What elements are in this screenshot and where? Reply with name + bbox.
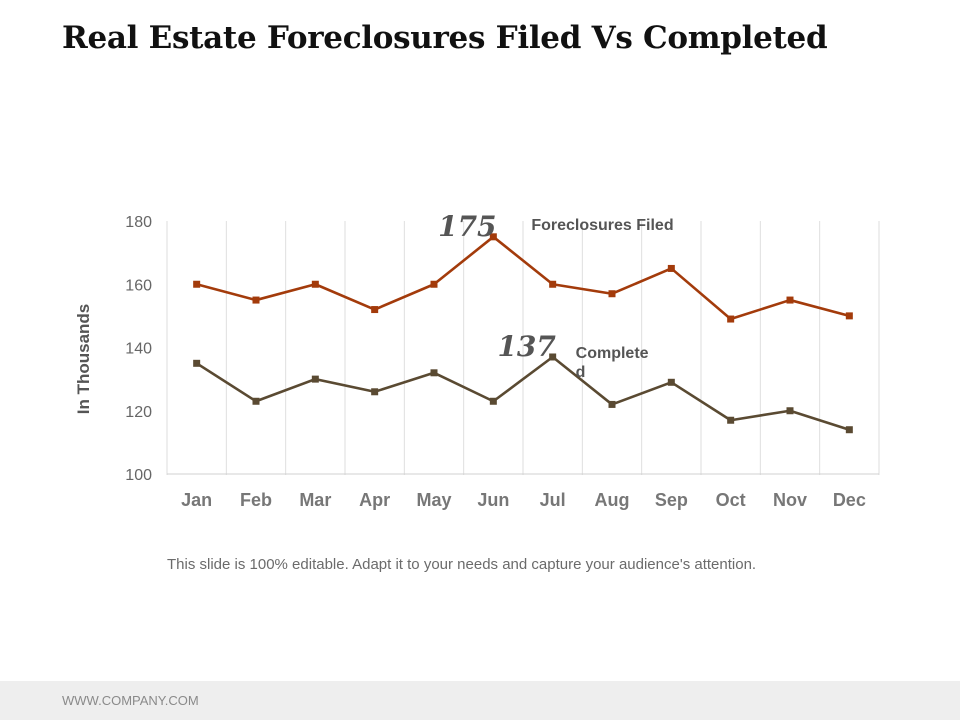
data-point [193, 280, 201, 288]
data-point [667, 378, 675, 386]
y-tick-label: 120 [125, 404, 152, 421]
x-tick-label: Mar [299, 490, 331, 510]
y-tick-label: 100 [125, 467, 152, 484]
data-point [193, 359, 201, 367]
data-point [489, 233, 497, 241]
footer-bar: WWW.COMPANY.COM [0, 681, 960, 720]
data-point [845, 312, 853, 320]
data-point [489, 397, 497, 405]
data-point [608, 290, 616, 298]
y-axis-label: In Thousands [74, 304, 93, 415]
data-point [252, 296, 260, 304]
x-tick-label: Sep [655, 490, 688, 510]
y-tick-label: 160 [125, 277, 152, 294]
data-point [786, 296, 794, 304]
x-tick-label: Nov [773, 490, 807, 510]
x-tick-label: Oct [716, 490, 746, 510]
slide-title: Real Estate Foreclosures Filed Vs Comple… [62, 20, 828, 56]
series-label: Complete d [576, 345, 649, 381]
series-completed [193, 353, 853, 434]
data-point [727, 416, 735, 424]
x-tick-label: Dec [833, 490, 866, 510]
data-point [430, 280, 438, 288]
x-tick-label: Jul [540, 490, 566, 510]
y-tick-label: 180 [125, 214, 152, 231]
data-point [311, 280, 319, 288]
x-tick-label: Apr [359, 490, 390, 510]
series-foreclosures-filed [193, 233, 853, 323]
series-line [196, 235, 850, 321]
y-tick-labels: 100 120 140 160 180 [125, 214, 152, 484]
series-label: Foreclosures Filed [531, 217, 673, 234]
data-point [371, 306, 379, 314]
data-point [311, 375, 319, 383]
slide-caption: This slide is 100% editable. Adapt it to… [167, 556, 757, 573]
annotations: 175 137 Foreclosures Filed Complete d [438, 210, 673, 381]
x-tick-label: Jun [477, 490, 509, 510]
data-point [786, 407, 794, 415]
data-point [430, 369, 438, 377]
x-tick-label: Jan [181, 490, 212, 510]
x-tick-labels: Jan Feb Mar Apr May Jun Jul Aug Sep Oct Nov Dec [181, 490, 866, 510]
footer-url: WWW.COMPANY.COM [62, 693, 199, 708]
y-tick-label: 140 [125, 341, 152, 358]
data-point [549, 280, 557, 288]
annotation-label: 137 [497, 330, 556, 363]
data-point [845, 426, 853, 434]
data-point [549, 353, 557, 361]
x-tick-label: Feb [240, 490, 272, 510]
data-point [252, 397, 260, 405]
series [193, 233, 853, 434]
data-point [667, 264, 675, 272]
x-tick-label: Aug [595, 490, 630, 510]
data-point [608, 400, 616, 408]
series-line [195, 355, 850, 431]
data-point [727, 315, 735, 323]
x-tick-label: May [416, 490, 451, 510]
data-point [371, 388, 379, 396]
annotation-label: 175 [438, 210, 496, 243]
gridlines [166, 221, 880, 475]
